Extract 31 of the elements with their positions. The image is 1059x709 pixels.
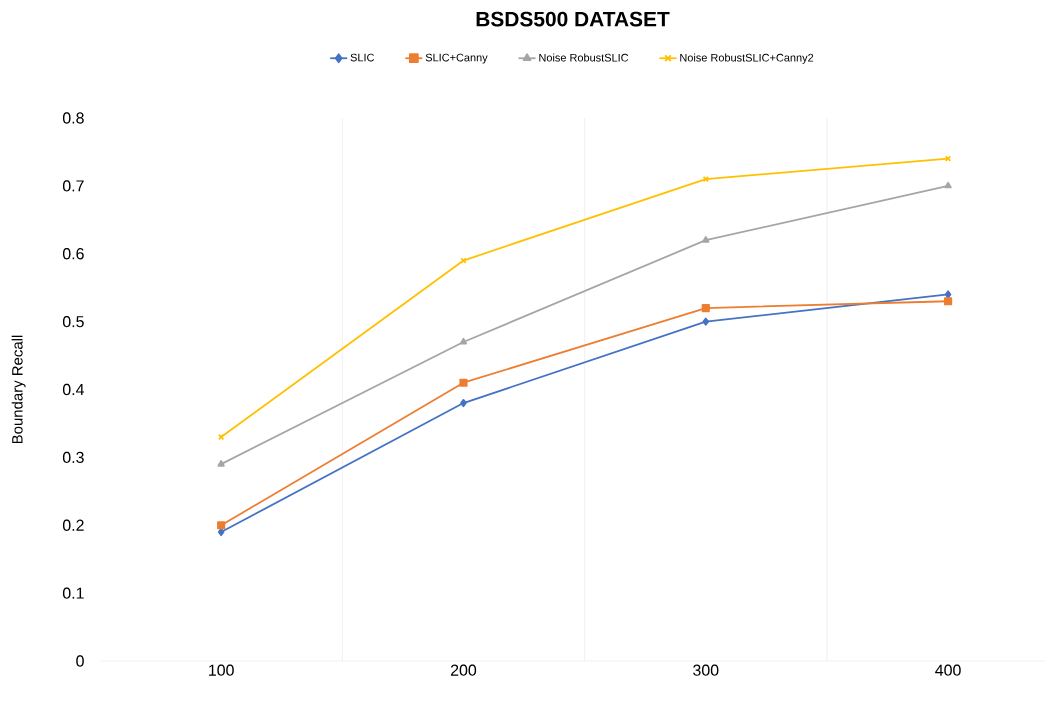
y-tick-label: 0.2 [62,519,84,531]
point [944,290,952,299]
point [460,398,467,408]
x-tick-label: 400 [935,664,961,676]
point [460,257,467,264]
x-tick-label: 300 [693,664,719,676]
point [459,378,468,387]
y-tick-label: 0.1 [62,587,84,599]
legend-label: SLIC+Canny [425,53,488,64]
point [217,521,226,530]
y-tick-label: 0 [76,655,84,667]
y-tick-label: 0.7 [62,180,84,192]
legend-label: SLIC [350,53,375,62]
y-tick-label: 0.6 [62,248,84,260]
y-tick-label: 0.3 [62,451,84,464]
chart-title: BSDS500 DATASET [476,11,670,27]
point [944,181,952,189]
point [944,297,953,306]
x-tick-label: 100 [209,664,234,676]
legend-label: Noise RobustSLIC+Canny2 [680,53,814,64]
point [702,236,710,243]
y-tick-label: 0.4 [62,383,85,396]
legend-label: Noise RobustSLIC [539,53,629,62]
point [702,317,710,326]
y-tick-label: 0.5 [62,315,84,328]
x-tick-label: 200 [450,664,477,676]
point [701,303,710,313]
point [217,460,225,467]
y-tick-label: 0.8 [62,112,84,124]
point [459,337,468,345]
y-axis-title: Boundary Recall [11,335,26,444]
